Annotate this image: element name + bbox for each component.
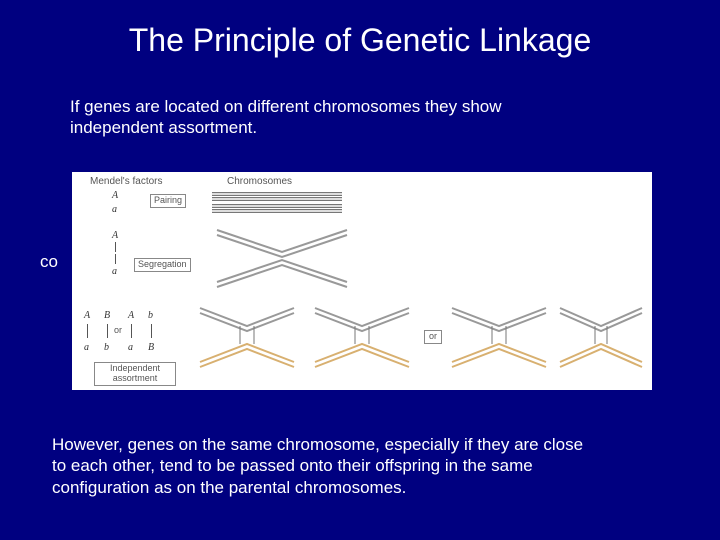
arrow [115, 242, 116, 252]
allele-A-top: A [112, 190, 118, 201]
allele: A [128, 310, 134, 321]
closing-text: However, genes on the same chromosome, e… [52, 434, 592, 498]
arrow [115, 254, 116, 264]
arrow [131, 324, 132, 338]
pairing-label: Pairing [150, 194, 186, 208]
allele-a-top: a [112, 204, 117, 215]
or-label-2: or [424, 330, 442, 344]
arrow [107, 324, 108, 338]
allele: a [84, 342, 89, 353]
allele-a-mid: a [112, 266, 117, 277]
slide-title: The Principle of Genetic Linkage [0, 22, 720, 59]
chrom-strand [212, 197, 342, 201]
v-shape-gray-bot [207, 254, 357, 294]
allele-A-mid: A [112, 230, 118, 241]
segregation-label: Segregation [134, 258, 191, 272]
chrom-strand [212, 209, 342, 213]
diagram-header-right: Chromosomes [227, 176, 292, 187]
allele: B [104, 310, 110, 321]
diagram-header-left: Mendel's factors [90, 176, 163, 187]
allele: b [104, 342, 109, 353]
v-panel-1 [192, 300, 302, 380]
linkage-diagram: Mendel's factors Chromosomes A a Pairing… [72, 172, 652, 390]
allele: b [148, 310, 153, 321]
arrow [87, 324, 88, 338]
or-label: or [114, 325, 122, 335]
chrom-strand [212, 192, 342, 196]
independent-assortment-label: Independent assortment [94, 362, 176, 386]
chrom-strand [212, 204, 342, 208]
allele: A [84, 310, 90, 321]
slide: The Principle of Genetic Linkage If gene… [0, 0, 720, 540]
v-panel-4 [554, 300, 649, 380]
intro-text: If genes are located on different chromo… [70, 96, 590, 139]
allele: a [128, 342, 133, 353]
allele: B [148, 342, 154, 353]
v-panel-3 [444, 300, 554, 380]
v-panel-2 [307, 300, 417, 380]
co-label: co [40, 252, 58, 272]
arrow [151, 324, 152, 338]
